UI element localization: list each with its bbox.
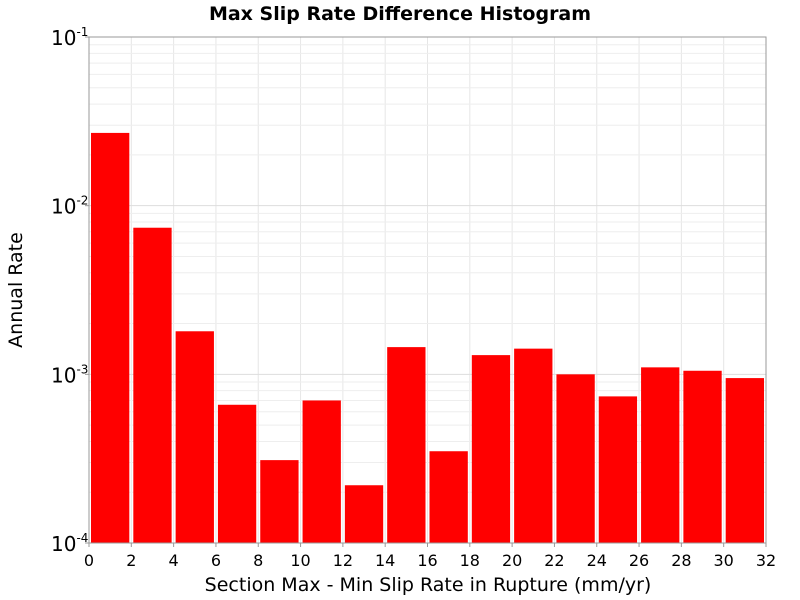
- x-tick-label: 20: [502, 551, 522, 570]
- x-tick-label: 2: [126, 551, 136, 570]
- x-tick-label: 24: [587, 551, 607, 570]
- histogram-bar: [556, 374, 595, 543]
- x-tick-label: 4: [169, 551, 179, 570]
- y-ticks: 10-4 10-3 10-2 10-1: [51, 25, 89, 556]
- x-tick-label: 8: [253, 551, 263, 570]
- x-tick-label: 26: [629, 551, 649, 570]
- histogram-bar: [133, 227, 172, 544]
- histogram-bar: [344, 485, 384, 543]
- chart-title: Max Slip Rate Difference Histogram: [209, 3, 591, 25]
- x-axis-label: Section Max - Min Slip Rate in Rupture (…: [205, 574, 652, 596]
- histogram-bar: [217, 404, 257, 543]
- x-tick-label: 32: [756, 551, 776, 570]
- histogram-bar: [683, 370, 722, 543]
- x-tick-label: 18: [460, 551, 480, 570]
- y-tick-label: 10-4: [51, 531, 88, 556]
- histogram-bar: [725, 378, 764, 543]
- y-tick-label: 10-2: [51, 194, 88, 219]
- x-tick-label: 6: [211, 551, 221, 570]
- histogram-bar: [387, 347, 426, 543]
- x-ticks: 0 2 4 6 8 10 12 14 16 18 20 22 24 26 28 30 32: [84, 543, 776, 570]
- histogram-bar: [302, 400, 341, 543]
- histogram-bar: [471, 355, 511, 543]
- histogram-bar: [429, 451, 468, 543]
- x-tick-label: 28: [671, 551, 691, 570]
- x-tick-label: 30: [714, 551, 734, 570]
- y-axis-label: Annual Rate: [5, 232, 27, 348]
- histogram-bar: [175, 331, 214, 543]
- histogram-bar: [91, 132, 130, 543]
- histogram-bar: [260, 460, 299, 543]
- x-tick-label: 14: [375, 551, 395, 570]
- x-tick-label: 22: [544, 551, 564, 570]
- x-tick-label: 0: [84, 551, 94, 570]
- bars: [91, 132, 764, 544]
- y-tick-label: 10-1: [51, 25, 88, 50]
- x-tick-label: 12: [333, 551, 353, 570]
- histogram-bar: [598, 396, 638, 543]
- x-tick-label: 10: [290, 551, 310, 570]
- histogram-bar: [514, 348, 553, 543]
- x-tick-label: 16: [417, 551, 437, 570]
- histogram-bar: [641, 367, 680, 543]
- y-tick-label: 10-3: [51, 362, 88, 387]
